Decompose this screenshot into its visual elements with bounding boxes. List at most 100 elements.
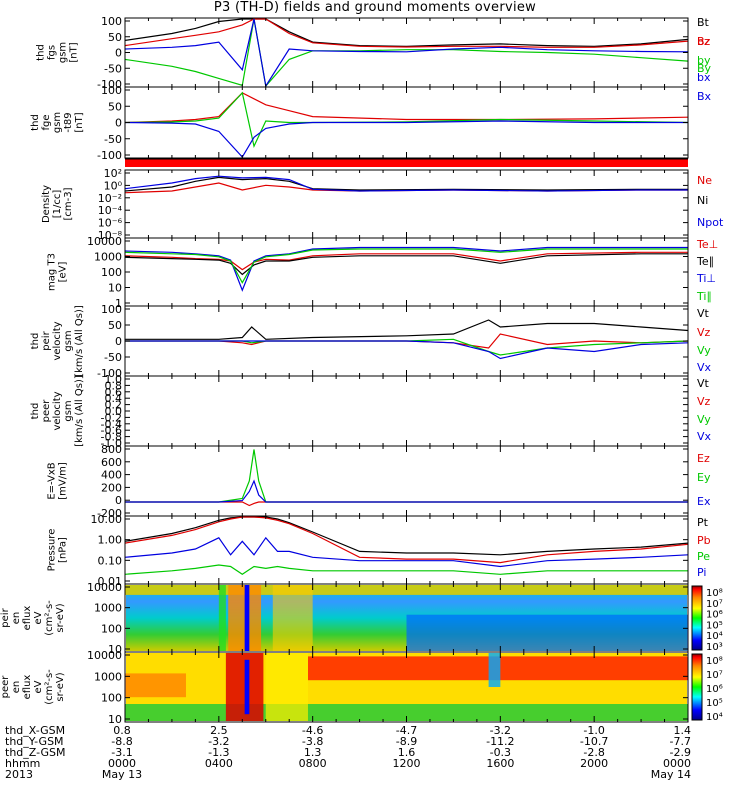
- y-axis-label: [mV/m]: [58, 462, 69, 500]
- panel-frame: [124, 445, 689, 517]
- y-axis-label: gsm: [63, 400, 74, 421]
- series-line: [124, 516, 689, 556]
- y-axis-label: thd: [30, 403, 41, 420]
- x-tick-gsm-x: -1.0: [583, 724, 604, 737]
- y-tick-label: 100: [101, 692, 122, 705]
- y-tick-label: -100: [97, 149, 122, 162]
- spectrogram-layer: [125, 585, 688, 721]
- x-tick-date: May 13: [102, 768, 142, 781]
- y-axis-label: gsm: [58, 42, 69, 63]
- colorbar-label: 10⁷: [706, 670, 723, 681]
- legend-entry: Ti⊥: [696, 272, 716, 285]
- x-tick-gsm-y: -11.2: [486, 735, 514, 748]
- x-tick-gsm-x: 2.5: [210, 724, 228, 737]
- legend-entry: Vx: [697, 430, 712, 443]
- y-axis-label: [cm-3]: [63, 187, 74, 220]
- x-tick-gsm-z: -2.9: [670, 746, 691, 759]
- legend-entry: Pb: [697, 534, 711, 547]
- y-axis-label: eflux: [22, 606, 33, 631]
- legend-entry: Vt: [697, 377, 710, 390]
- legend-entry: Vy: [697, 413, 711, 426]
- y-tick-label: 100: [101, 303, 122, 316]
- legend-entry: Bx: [697, 90, 712, 103]
- x-axis-row-label: 2013: [5, 768, 33, 781]
- series-line: [124, 251, 688, 271]
- y-tick-label: 400: [101, 469, 122, 482]
- y-axis-label: (cm²-s-: [44, 669, 55, 705]
- y-axis-label: thd: [30, 114, 41, 131]
- legend-entry: Ti∥: [696, 290, 712, 303]
- x-tick-gsm-y: -3.2: [208, 735, 229, 748]
- legend-entry: bz: [697, 35, 710, 48]
- legend-entry: Ey: [697, 471, 711, 484]
- y-tick-label: 1: [115, 297, 122, 310]
- y-tick-label: -100: [97, 78, 122, 91]
- x-tick-gsm-x: 1.4: [674, 724, 692, 737]
- colorbar-label: 10⁷: [706, 599, 723, 610]
- legend-entry: Pe: [697, 550, 710, 563]
- legend-entry: Vt: [697, 307, 710, 320]
- y-tick-label: 0.4: [105, 392, 123, 405]
- legend-entry: Ex: [697, 495, 711, 508]
- colorbar-label: 10⁴: [706, 631, 723, 642]
- y-tick-label: 10000: [87, 235, 122, 248]
- series-line: [124, 18, 689, 88]
- y-tick-label: 100: [101, 266, 122, 279]
- y-tick-label: 10²: [104, 167, 122, 180]
- y-tick-label: -0.8: [101, 431, 122, 444]
- panel-frame: [124, 515, 689, 585]
- y-axis-label: peer: [41, 399, 52, 423]
- spectrogram-band: [488, 653, 501, 687]
- legend-entry: Pi: [697, 566, 706, 579]
- y-axis-label: peir: [41, 330, 52, 350]
- y-axis-label: [1/cc]: [52, 190, 63, 219]
- y-tick-label: 0.0: [105, 405, 123, 418]
- series-line: [124, 18, 689, 47]
- y-tick-label: 1000: [94, 670, 122, 683]
- spectrogram-band: [265, 653, 308, 721]
- series-line: [124, 253, 688, 276]
- x-tick-time: 1200: [393, 757, 421, 770]
- x-tick-gsm-y: -8.8: [111, 735, 132, 748]
- colorbar: [691, 585, 703, 651]
- series-line: [124, 536, 689, 568]
- x-tick-gsm-z: -0.3: [490, 746, 511, 759]
- y-axis-label: thd: [30, 333, 41, 350]
- y-tick-label: 1000: [94, 251, 122, 264]
- x-axis-row-label: hhmm: [5, 757, 40, 770]
- y-tick-label: 10.00: [91, 513, 123, 526]
- legend-entry: Bz: [697, 35, 711, 48]
- y-axis-label: velocity: [52, 321, 63, 360]
- y-axis-label: thd: [36, 44, 47, 61]
- series-line: [124, 564, 688, 576]
- y-axis-label: [nT]: [74, 112, 85, 132]
- y-tick-label: 0: [115, 117, 122, 130]
- y-axis-label: E=-VxB: [47, 462, 58, 499]
- panel-frame: [124, 375, 689, 447]
- y-tick-label: 10000: [87, 649, 122, 662]
- legend-entry: bx: [697, 71, 711, 84]
- y-tick-label: 0: [115, 47, 122, 60]
- x-tick-time: 2000: [580, 757, 608, 770]
- series-line: [125, 340, 689, 360]
- spectrogram-band: [244, 585, 250, 651]
- y-tick-label: -0.2: [101, 411, 122, 424]
- y-tick-label: 10: [108, 713, 122, 726]
- legend-entry: Vx: [697, 361, 712, 374]
- y-axis-label: velocity: [52, 391, 63, 430]
- y-tick-label: 10: [108, 282, 122, 295]
- y-tick-label: 200: [101, 481, 122, 494]
- y-tick-label: 50: [108, 31, 122, 44]
- x-tick-gsm-y: -3.8: [302, 735, 323, 748]
- x-tick-time: 0800: [299, 757, 327, 770]
- y-tick-label: 10⁻²: [98, 192, 122, 205]
- spectrogram-band: [228, 585, 262, 651]
- legend-entry: Ne: [697, 174, 712, 187]
- frame-layer: [124, 17, 703, 723]
- legend-entry: Vz: [697, 326, 711, 339]
- y-axis-label: [km/s (All Qs)]: [74, 375, 85, 447]
- colorbar-label: 10³: [706, 642, 723, 653]
- panel-frame: [124, 237, 689, 307]
- legend-entry: Pt: [697, 516, 709, 529]
- series-line: [124, 92, 689, 124]
